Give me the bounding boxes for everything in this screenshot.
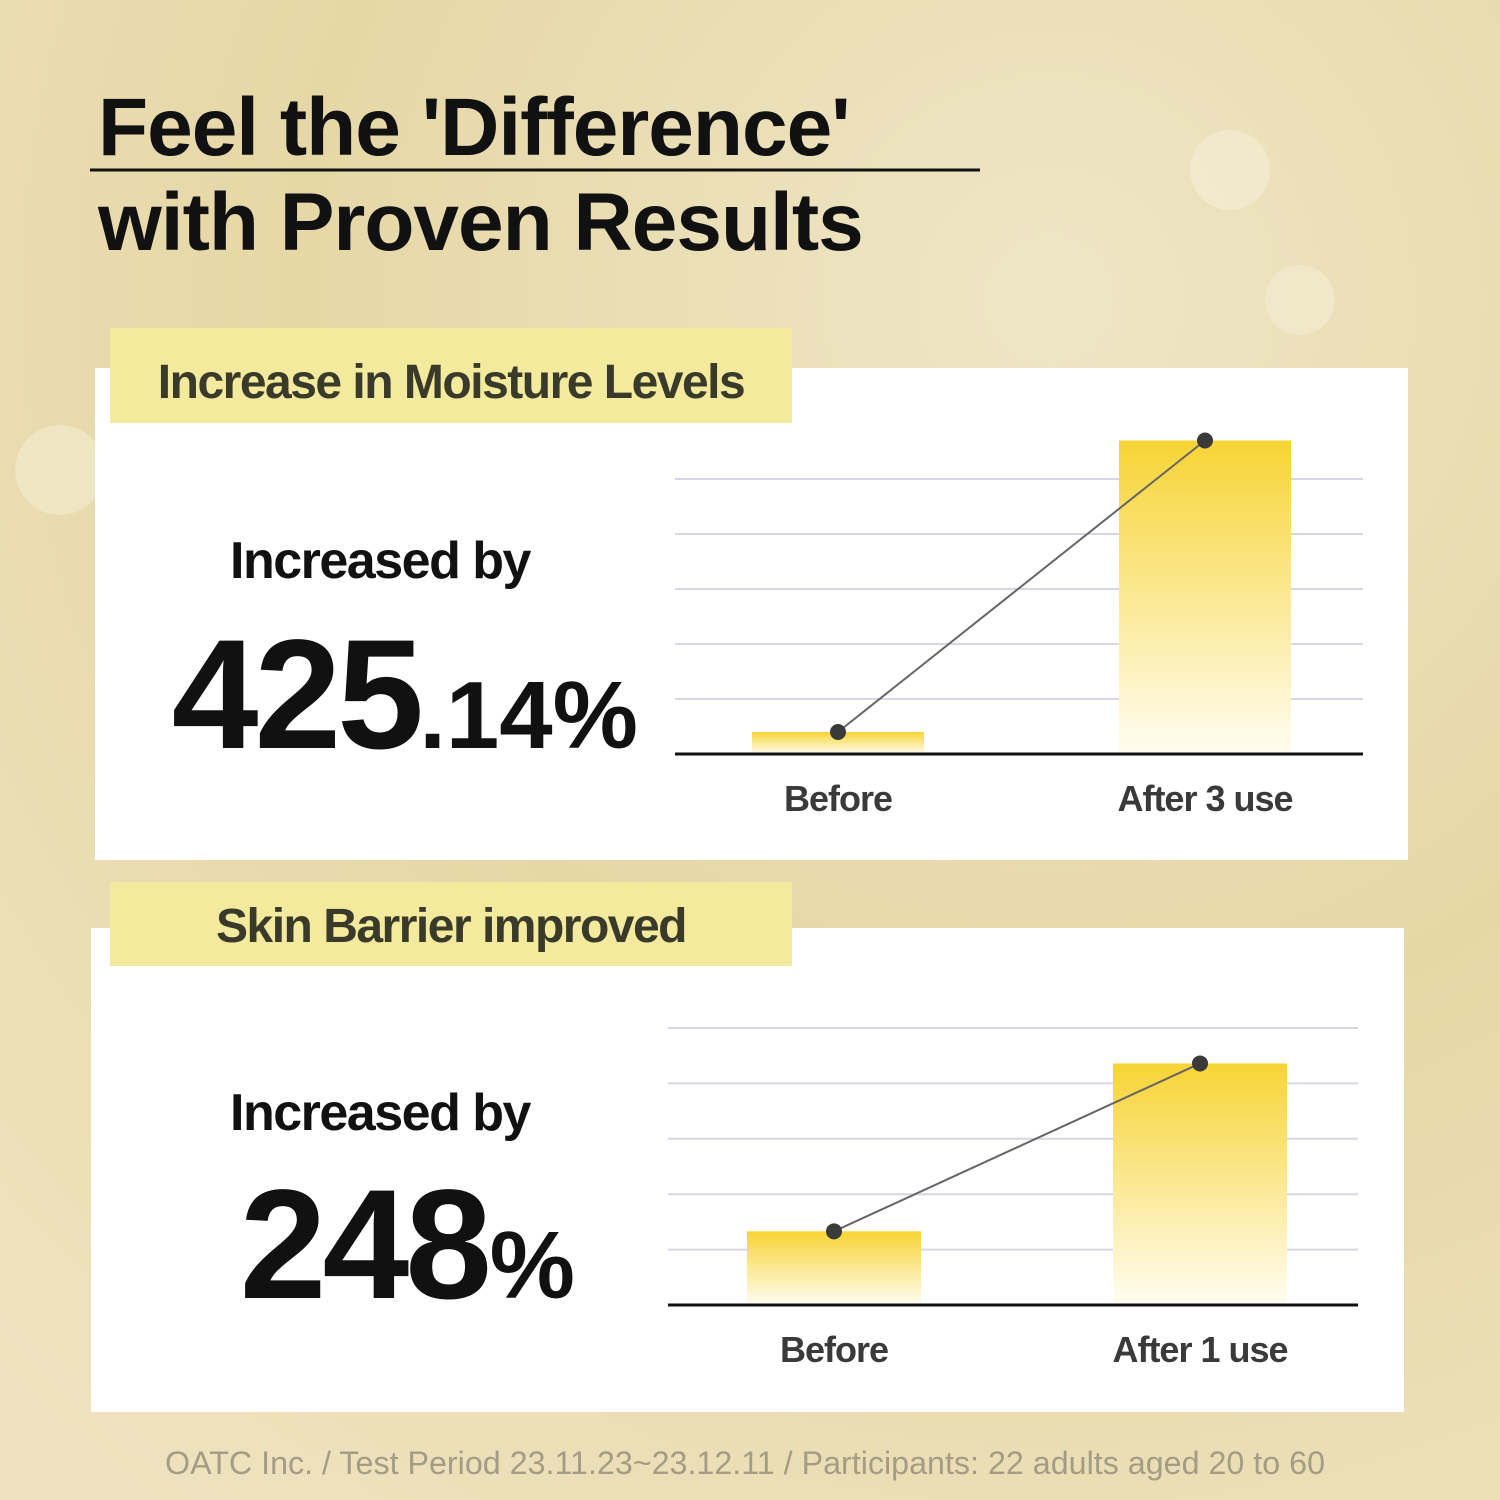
x-tick-label: Before [784, 778, 892, 819]
footnote: OATC Inc. / Test Period 23.11.23~23.12.1… [165, 1445, 1325, 1481]
subtitle: Increased by [230, 1084, 532, 1142]
trend-line [833, 1062, 1201, 1233]
label-box [110, 882, 792, 966]
bar [747, 1231, 921, 1305]
bar [752, 732, 924, 754]
headline-suffix: % [490, 1212, 575, 1319]
title-line: Feel the 'Difference' [98, 82, 850, 173]
x-tick-label: Before [780, 1329, 888, 1370]
trend-line [837, 439, 1206, 733]
bubble [15, 425, 105, 515]
headline-suffix: .14% [419, 662, 638, 769]
headline-number: 248 [240, 1158, 488, 1332]
x-tick-label: After 3 use [1117, 778, 1292, 819]
subtitle: Increased by [230, 532, 532, 590]
x-tick-label: After 1 use [1112, 1329, 1287, 1370]
bubble [1265, 265, 1335, 335]
bar [1113, 1063, 1287, 1305]
chart-title: Increase in Moisture Levels [158, 356, 744, 409]
headline-number: 425 [172, 608, 421, 782]
trend-point [1192, 1055, 1208, 1072]
bubble [1190, 130, 1270, 210]
bar [1119, 440, 1291, 754]
label-box [110, 328, 792, 423]
trend-point [826, 1223, 842, 1240]
trend-point [1197, 432, 1213, 449]
title-line: with Proven Results [97, 177, 863, 268]
chart-title: Skin Barrier improved [216, 900, 686, 953]
trend-point [830, 724, 846, 740]
